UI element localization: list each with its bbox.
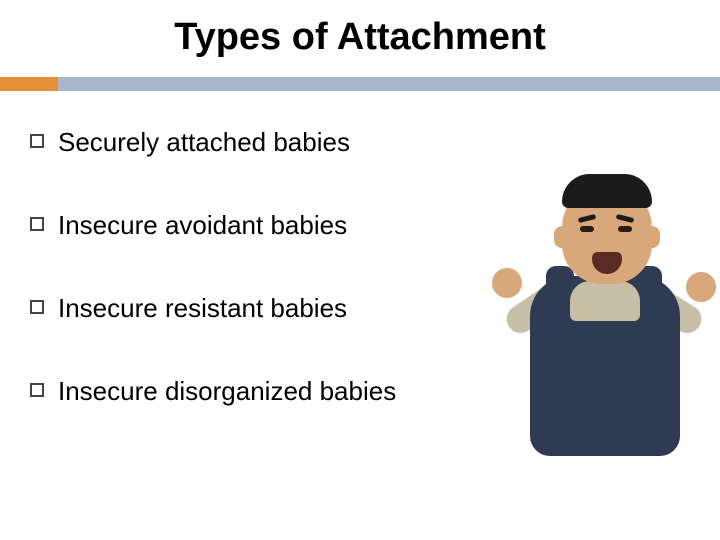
divider-bar [58, 77, 720, 91]
title-divider [0, 77, 720, 91]
list-item-text: Insecure avoidant babies [58, 210, 347, 241]
bullet-icon [30, 383, 44, 397]
divider-accent [0, 77, 58, 91]
list-item-text: Insecure disorganized babies [58, 376, 396, 407]
bullet-icon [30, 217, 44, 231]
list-item-text: Securely attached babies [58, 127, 350, 158]
bullet-icon [30, 300, 44, 314]
list-item-text: Insecure resistant babies [58, 293, 347, 324]
bullet-icon [30, 134, 44, 148]
list-item: Securely attached babies [30, 127, 690, 158]
slide-title: Types of Attachment [0, 0, 720, 77]
crying-baby-image [484, 156, 716, 464]
